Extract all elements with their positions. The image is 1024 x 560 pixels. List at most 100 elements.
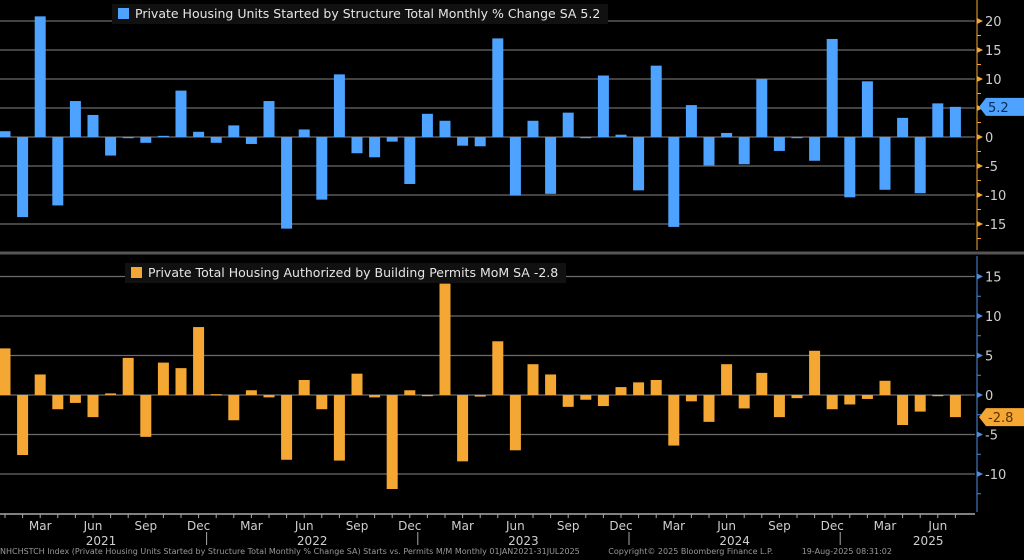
bar — [369, 137, 381, 158]
bar — [210, 137, 222, 143]
bar — [386, 395, 398, 490]
bar — [668, 137, 680, 227]
bar — [773, 137, 785, 151]
bar — [17, 137, 29, 218]
footer-copyright: Copyright© 2025 Bloomberg Finance L.P. — [608, 547, 774, 556]
bar — [791, 395, 803, 399]
bar — [52, 137, 64, 206]
bar — [105, 137, 117, 156]
y-tick-label: 20 — [985, 15, 1002, 30]
x-month-label: Jun — [927, 519, 947, 533]
bar — [861, 395, 873, 399]
bar — [263, 101, 275, 137]
bar — [932, 103, 944, 137]
bar — [914, 137, 926, 194]
y-tick-marker — [977, 471, 983, 477]
bar — [826, 395, 838, 410]
bar — [263, 395, 275, 398]
bar — [404, 137, 416, 184]
bar — [545, 137, 557, 194]
bar — [615, 387, 627, 395]
bar — [809, 137, 821, 161]
x-month-label: Dec — [398, 519, 421, 533]
bar — [0, 131, 11, 137]
bar — [404, 390, 416, 395]
y-tick-marker — [977, 431, 983, 438]
y-tick-marker — [977, 192, 983, 198]
bar — [69, 101, 81, 137]
bar — [69, 395, 81, 403]
bar — [457, 395, 469, 462]
y-tick-label: 15 — [985, 271, 1002, 286]
legend-swatch-starts — [118, 8, 129, 19]
bar — [791, 137, 803, 139]
y-tick-label: 10 — [985, 310, 1002, 325]
bar — [140, 395, 152, 437]
bar — [879, 380, 891, 395]
x-month-label: Dec — [609, 519, 632, 533]
bar — [193, 131, 205, 137]
bar — [140, 137, 152, 143]
bar — [474, 395, 486, 397]
x-year-label: 2022 — [297, 534, 328, 548]
bar — [932, 395, 944, 397]
top-panel-y-axis: 20 15 10 0 -5 -10 -15 5.2 — [976, 0, 1024, 250]
x-month-label: Sep — [346, 519, 369, 533]
y-tick-label: 10 — [985, 73, 1002, 88]
bar — [157, 362, 169, 395]
x-month-label: Sep — [134, 519, 157, 533]
y-tick-marker — [977, 392, 983, 398]
bottom-legend-label: Private Total Housing Authorized by Buil… — [148, 265, 559, 280]
bar — [562, 112, 574, 137]
bar — [175, 90, 187, 137]
bar — [281, 137, 293, 229]
last-value-label: 5.2 — [988, 101, 1009, 116]
bar — [457, 137, 469, 146]
bar — [580, 395, 592, 400]
bar — [175, 368, 187, 395]
y-tick-label: -15 — [985, 218, 1006, 233]
bar — [228, 125, 240, 137]
y-tick-marker — [977, 163, 983, 169]
x-month-label: Mar — [29, 519, 52, 533]
bottom-panel-gridlines — [0, 275, 975, 475]
x-year-label: 2024 — [719, 534, 750, 548]
bar — [351, 137, 363, 154]
bar — [281, 395, 293, 460]
x-year-label: 2023 — [508, 534, 539, 548]
bar — [439, 283, 451, 395]
bar — [492, 341, 504, 395]
bar — [87, 395, 99, 418]
bar — [545, 374, 557, 395]
x-month-label: Mar — [240, 519, 263, 533]
footer-timestamp: 19-Aug-2025 08:31:02 — [801, 547, 892, 556]
y-tick-label: -10 — [985, 468, 1006, 483]
last-value-label: -2.8 — [988, 411, 1013, 426]
bar — [633, 137, 645, 191]
y-tick-marker — [977, 76, 983, 82]
bar — [316, 137, 328, 200]
top-legend-label: Private Housing Units Started by Structu… — [135, 6, 601, 21]
y-tick-label: 0 — [985, 131, 993, 146]
y-tick-marker — [977, 273, 983, 280]
bar — [351, 373, 363, 395]
bar — [949, 106, 961, 137]
bottom-legend: Private Total Housing Authorized by Buil… — [125, 263, 567, 283]
y-tick-label: 5 — [985, 350, 993, 365]
x-year-label: 2021 — [86, 534, 117, 548]
bar — [756, 79, 768, 137]
last-value-badge — [979, 97, 1024, 116]
y-tick-marker — [977, 352, 983, 359]
bar — [193, 327, 205, 395]
bar — [333, 395, 345, 461]
bar — [721, 364, 733, 395]
y-tick-marker — [977, 221, 983, 227]
bar — [826, 38, 838, 138]
bar — [580, 137, 592, 139]
bar — [809, 350, 821, 395]
bar — [122, 137, 134, 139]
bar — [897, 117, 909, 137]
y-tick-marker — [977, 18, 983, 24]
bar — [105, 393, 117, 395]
